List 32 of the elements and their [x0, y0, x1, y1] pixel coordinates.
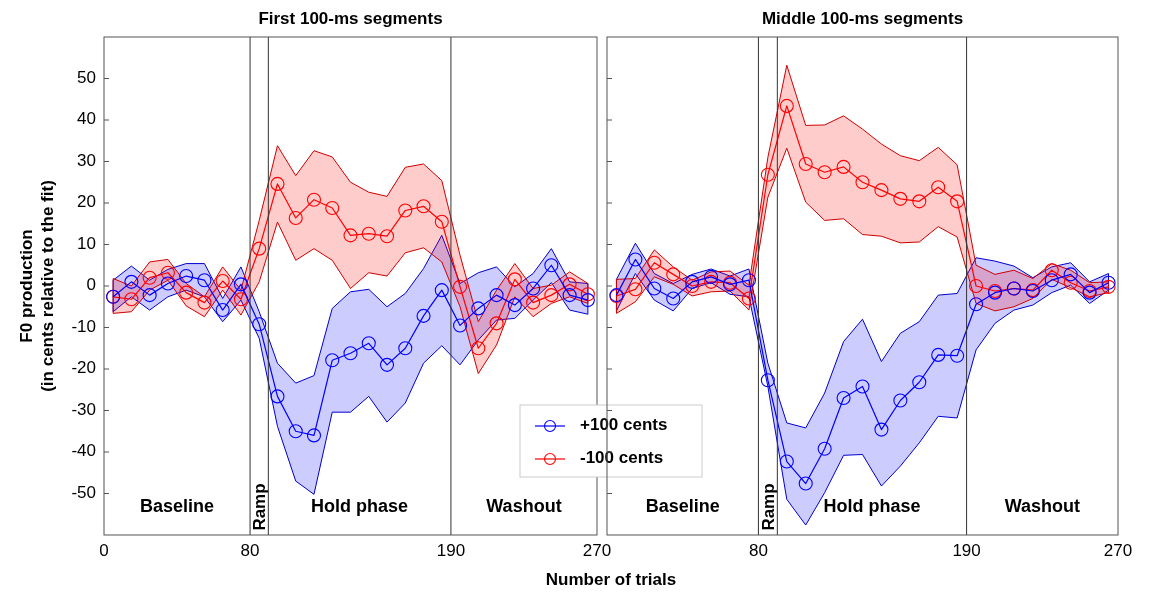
y-tick-label: 10 — [77, 233, 96, 253]
annotation: Baseline — [140, 495, 215, 516]
y-tick-label: -40 — [71, 441, 96, 461]
x-tick-label: 0 — [99, 541, 109, 560]
legend-label: -100 cents — [580, 448, 664, 468]
y-axis-title: F0 production (in cents relative to the fit) — [17, 180, 57, 392]
y-tick-label: 30 — [77, 150, 96, 170]
annotation: Washout — [1004, 495, 1080, 516]
x-tick-label: 80 — [240, 541, 260, 560]
x-tick-label: 270 — [582, 541, 612, 560]
y-tick-label: 20 — [77, 192, 96, 212]
x-tick-label: 190 — [952, 541, 981, 560]
y-tick-label: 50 — [77, 67, 96, 87]
y-tick-label: -10 — [71, 316, 96, 336]
chart-title: First 100-ms segments — [258, 9, 443, 28]
annotation: Hold phase — [823, 495, 921, 516]
annotation: Baseline — [645, 495, 720, 516]
annotation: Hold phase — [311, 495, 409, 516]
y-tick-label: 0 — [86, 275, 96, 295]
annotation: Ramp — [758, 483, 778, 531]
y-tick-label: -20 — [71, 358, 96, 378]
x-tick-label: 190 — [436, 541, 466, 560]
x-axis-title: Number of trials — [545, 570, 677, 589]
chart-title: Middle 100-ms segments — [761, 9, 964, 28]
annotation: Ramp — [250, 483, 270, 531]
y-tick-label: -50 — [71, 482, 96, 502]
legend-label: +100 cents — [580, 415, 668, 435]
x-tick-label: 80 — [748, 541, 768, 560]
y-tick-label: 40 — [77, 109, 96, 129]
y-tick-label: -30 — [71, 399, 96, 419]
annotation: Washout — [486, 495, 562, 516]
x-tick-label: 270 — [1103, 541, 1133, 560]
